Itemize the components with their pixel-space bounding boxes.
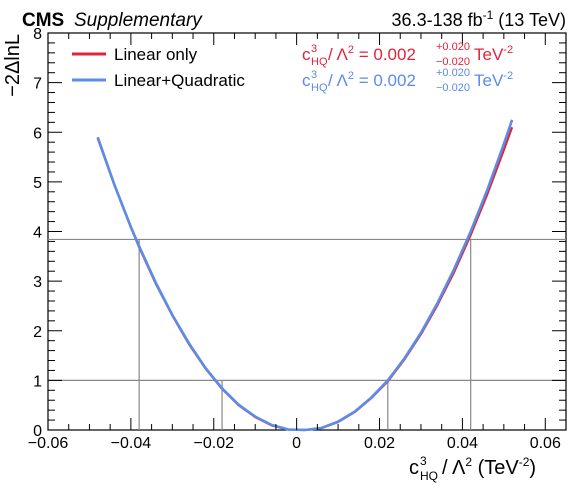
svg-text:TeV-2: TeV-2 bbox=[474, 70, 513, 90]
y-tick-label: 2 bbox=[33, 324, 42, 341]
svg-text:3: 3 bbox=[311, 69, 317, 81]
experiment-label: CMS bbox=[22, 10, 64, 31]
svg-text:/ Λ2 (TeV-2): / Λ2 (TeV-2) bbox=[442, 455, 536, 479]
y-tick-label: 3 bbox=[33, 274, 42, 291]
reference-lines bbox=[48, 238, 566, 430]
y-tick-label: 7 bbox=[33, 76, 42, 93]
x-tick-label: −0.02 bbox=[194, 435, 235, 452]
svg-text:+0.020: +0.020 bbox=[436, 41, 470, 53]
legend: Linear only Linear+Quadratic bbox=[72, 45, 245, 90]
x-tick-label: −0.04 bbox=[111, 435, 152, 452]
svg-text:−0.020: −0.020 bbox=[436, 56, 470, 68]
y-tick-label: 5 bbox=[33, 175, 42, 192]
fit-result-quadratic: c 3 HQ / Λ2 = 0.002 +0.020 −0.020 TeV-2 bbox=[302, 67, 513, 94]
legend-label-quadratic: Linear+Quadratic bbox=[114, 71, 245, 90]
svg-text:HQ: HQ bbox=[311, 82, 328, 94]
y-tick-label: 0 bbox=[33, 423, 42, 440]
y-tick-label: 6 bbox=[33, 125, 42, 142]
x-tick-label: −0.06 bbox=[28, 435, 69, 452]
svg-text:c: c bbox=[409, 457, 419, 479]
svg-text:3: 3 bbox=[311, 43, 317, 55]
scan-curves bbox=[96, 119, 514, 432]
svg-text:HQ: HQ bbox=[311, 56, 328, 68]
svg-text:/ Λ2 = 0.002: / Λ2 = 0.002 bbox=[328, 70, 416, 90]
svg-text:/ Λ2 = 0.002: / Λ2 = 0.002 bbox=[328, 44, 416, 64]
svg-text:c: c bbox=[302, 45, 311, 64]
fit-result-linear: c 3 HQ / Λ2 = 0.002 +0.020 −0.020 TeV-2 bbox=[302, 41, 513, 68]
x-tick-label: 0.02 bbox=[364, 435, 395, 452]
x-tick-label: 0 bbox=[292, 435, 301, 452]
svg-text:TeV-2: TeV-2 bbox=[474, 44, 513, 64]
luminosity-label: 36.3-138 fb-1 (13 TeV) bbox=[392, 8, 566, 30]
svg-text:+0.020: +0.020 bbox=[436, 67, 470, 79]
plot-frame bbox=[47, 32, 567, 431]
series-line-1 bbox=[96, 119, 514, 432]
y-tick-label: 4 bbox=[33, 225, 42, 242]
y-tick-label: 1 bbox=[33, 373, 42, 390]
x-tick-label: 0.06 bbox=[530, 435, 561, 452]
supplementary-tag: Supplementary bbox=[74, 10, 203, 31]
svg-text:HQ: HQ bbox=[420, 469, 438, 483]
legend-label-linear: Linear only bbox=[114, 45, 198, 64]
y-tick-label: 8 bbox=[33, 26, 42, 43]
svg-text:c: c bbox=[302, 71, 311, 90]
x-tick-label: 0.04 bbox=[447, 435, 478, 452]
y-axis-label: −2ΔlnL bbox=[2, 34, 24, 97]
svg-text:3: 3 bbox=[420, 454, 427, 468]
svg-text:−0.020: −0.020 bbox=[436, 82, 470, 94]
x-axis-label: c 3 HQ / Λ2 (TeV-2) bbox=[409, 454, 536, 483]
